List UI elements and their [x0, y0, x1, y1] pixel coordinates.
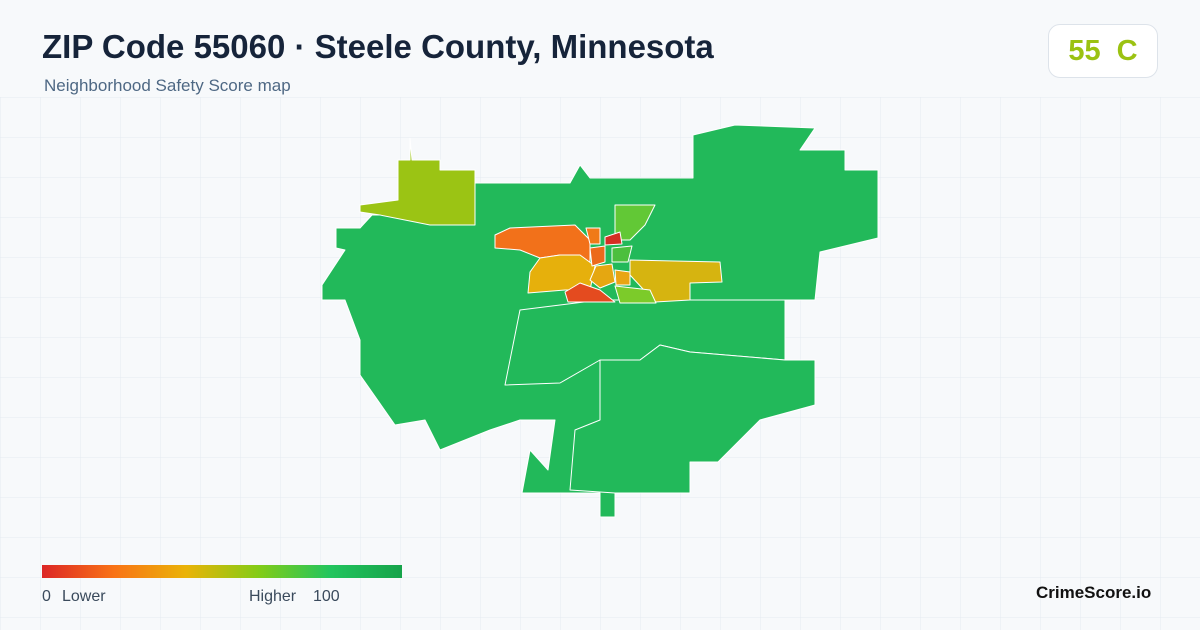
zone — [629, 259, 723, 303]
legend-max-label: Higher — [249, 588, 297, 605]
score-badge: 55 C — [1048, 24, 1158, 78]
zone — [585, 227, 601, 245]
zones — [321, 124, 879, 518]
score-value: 55 — [1068, 34, 1101, 67]
zone — [614, 285, 657, 304]
zone — [564, 282, 616, 303]
zone — [604, 231, 623, 246]
zone — [611, 245, 633, 263]
legend-gradient — [42, 565, 402, 578]
zone — [589, 263, 616, 289]
zone — [614, 269, 631, 286]
title: ZIP Code 55060 · Steele County, Minnesot… — [42, 28, 714, 65]
brand: CrimeScore.io — [1036, 583, 1152, 602]
zone — [569, 344, 816, 494]
legend-min: 0 — [42, 588, 51, 605]
subtitle: Neighborhood Safety Score map — [44, 76, 291, 95]
legend-min-label: Lower — [62, 588, 106, 605]
zone — [589, 245, 606, 267]
score-grade: C — [1116, 34, 1138, 67]
zone — [359, 137, 476, 226]
legend-max: 100 — [313, 588, 340, 605]
